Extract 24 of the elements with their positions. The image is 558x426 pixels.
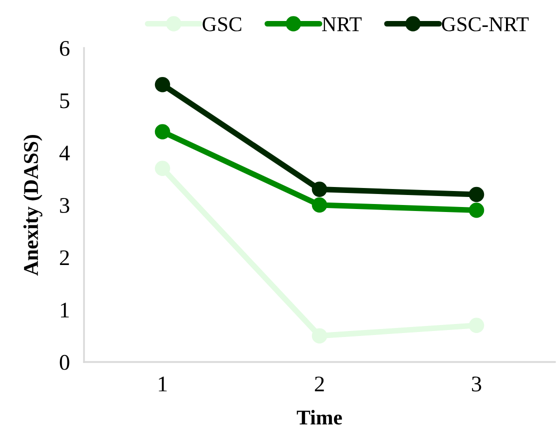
y-tick-label: 5 — [60, 93, 70, 108]
point — [468, 186, 484, 202]
y-axis-title: Anexity (DASS) — [23, 135, 42, 276]
point — [312, 328, 328, 344]
y-tick-label: 1 — [60, 302, 69, 318]
y-tick-label: 6 — [60, 40, 70, 56]
point — [154, 76, 170, 92]
legend-label: GSC — [202, 17, 242, 32]
point — [154, 124, 170, 140]
x-tick-label: 2 — [314, 376, 324, 392]
point — [312, 197, 328, 213]
point — [468, 202, 484, 218]
x-axis-title: Time — [296, 410, 342, 425]
y-tick-label: 4 — [59, 146, 70, 160]
legend-label: NRT — [322, 17, 362, 32]
point — [154, 160, 170, 176]
y-tick-label: 0 — [60, 354, 70, 370]
legend-label: GSC-NRT — [442, 17, 529, 32]
x-tick-label: 3 — [472, 376, 482, 392]
point — [468, 318, 484, 334]
point — [312, 182, 328, 197]
y-tick-label: 3 — [60, 198, 70, 213]
y-tick-label: 2 — [60, 250, 69, 266]
x-tick-label: 1 — [158, 376, 167, 392]
